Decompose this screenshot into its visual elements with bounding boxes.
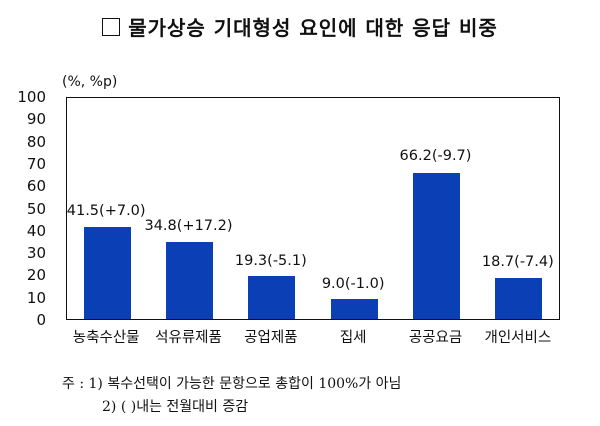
bar [166,242,213,319]
footnote-2: 2) ( )내는 전월대비 증감 [102,399,249,415]
y-tick: 50 [26,199,46,218]
y-tick: 100 [17,88,46,106]
y-tick: 90 [26,110,46,129]
data-label: 34.8(+17.2) [144,218,233,235]
y-tick: 10 [26,288,46,307]
category-label: 집세 [339,330,367,346]
y-tick: 80 [26,132,46,151]
category-label: 농축수산물 [72,330,140,346]
bar [495,277,543,319]
category-label: 개인서비스 [484,330,552,346]
bar [413,172,460,319]
category-label: 석유류제품 [155,330,222,346]
chart-title: 물가상승 기대형성 요인에 대한 응답 비중 [0,12,600,41]
square-bullet-icon [102,18,121,36]
bar [248,276,296,319]
y-tick: 70 [26,154,46,173]
bar [330,299,378,319]
unit-label: (%, %p) [62,74,118,90]
y-tick: 60 [26,177,46,196]
data-label: 41.5(+7.0) [66,203,146,220]
plot-area [66,97,560,320]
y-tick: 20 [26,266,46,285]
data-label: 19.3(-5.1) [234,252,307,269]
data-label: 66.2(-9.7) [399,148,472,165]
category-label: 공공요금 [408,330,463,346]
data-label: 18.7(-7.4) [481,254,554,271]
y-tick: 0 [36,311,46,329]
y-tick: 40 [26,221,46,240]
footnote-1: 주 : 1) 복수선택이 가능한 문항으로 총합이 100%가 아님 [62,376,402,392]
y-tick: 30 [26,244,46,263]
data-label: 9.0(-1.0) [321,275,385,292]
category-label: 공업제품 [244,330,298,346]
bar [83,227,131,319]
